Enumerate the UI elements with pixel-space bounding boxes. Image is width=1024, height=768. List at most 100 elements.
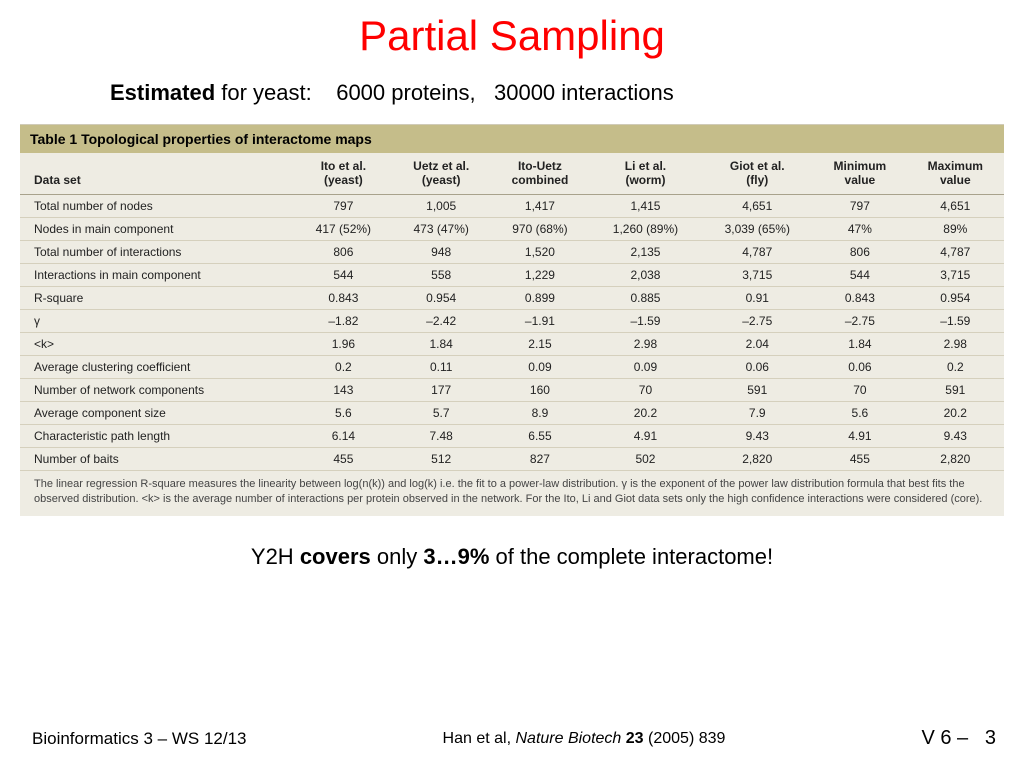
- coverage-bold2: 3…9%: [423, 544, 489, 569]
- cell: –1.59: [907, 309, 1004, 332]
- coverage-pre: Y2H: [251, 544, 300, 569]
- col-header: Ito-Uetzcombined: [490, 153, 589, 194]
- cell: 3,039 (65%): [701, 217, 813, 240]
- row-label: <k>: [20, 332, 295, 355]
- coverage-mid: only: [371, 544, 424, 569]
- cell: 0.09: [490, 355, 589, 378]
- footer: Bioinformatics 3 – WS 12/13 Han et al, N…: [32, 727, 996, 750]
- cell: 1.84: [813, 332, 906, 355]
- cell: 2,038: [590, 263, 702, 286]
- estimate-interactions: 30000 interactions: [494, 80, 674, 105]
- estimate-proteins: 6000 proteins,: [336, 80, 475, 105]
- citation-rest: (2005) 839: [644, 730, 726, 747]
- cell: 4.91: [590, 424, 702, 447]
- cell: 0.11: [392, 355, 490, 378]
- cell: 591: [907, 378, 1004, 401]
- cell: 1,415: [590, 194, 702, 217]
- cell: 4,651: [907, 194, 1004, 217]
- cell: 806: [813, 240, 906, 263]
- cell: 797: [813, 194, 906, 217]
- col-header: Giot et al.(fly): [701, 153, 813, 194]
- cell: 2.15: [490, 332, 589, 355]
- coverage-post: of the complete interactome!: [489, 544, 773, 569]
- cell: 8.9: [490, 401, 589, 424]
- cell: 970 (68%): [490, 217, 589, 240]
- cell: 1,005: [392, 194, 490, 217]
- cell: 4,651: [701, 194, 813, 217]
- row-label: Number of network components: [20, 378, 295, 401]
- cell: 0.06: [701, 355, 813, 378]
- cell: 143: [295, 378, 392, 401]
- col-header: Li et al.(worm): [590, 153, 702, 194]
- row-label: Interactions in main component: [20, 263, 295, 286]
- cell: 2,135: [590, 240, 702, 263]
- row-label: Number of baits: [20, 447, 295, 470]
- table-wrap: Table 1 Topological properties of intera…: [20, 124, 1004, 516]
- pagenum-pre: V 6 –: [921, 727, 968, 749]
- cell: –2.42: [392, 309, 490, 332]
- cell: 47%: [813, 217, 906, 240]
- col-header: Data set: [20, 153, 295, 194]
- cell: 1,520: [490, 240, 589, 263]
- col-header: Maximumvalue: [907, 153, 1004, 194]
- cell: 4,787: [907, 240, 1004, 263]
- cell: 6.14: [295, 424, 392, 447]
- cell: 4.91: [813, 424, 906, 447]
- row-label: Total number of interactions: [20, 240, 295, 263]
- cell: –2.75: [813, 309, 906, 332]
- estimate-prefix-bold: Estimated: [110, 80, 215, 105]
- table-row: Total number of interactions8069481,5202…: [20, 240, 1004, 263]
- cell: 7.9: [701, 401, 813, 424]
- table-row: <k>1.961.842.152.982.041.842.98: [20, 332, 1004, 355]
- coverage-bold1: covers: [300, 544, 371, 569]
- cell: 70: [590, 378, 702, 401]
- cell: 473 (47%): [392, 217, 490, 240]
- cell: 0.843: [813, 286, 906, 309]
- cell: 9.43: [907, 424, 1004, 447]
- cell: 1.84: [392, 332, 490, 355]
- cell: –1.82: [295, 309, 392, 332]
- cell: 1.96: [295, 332, 392, 355]
- table-row: Number of network components143177160705…: [20, 378, 1004, 401]
- table-row: Total number of nodes7971,0051,4171,4154…: [20, 194, 1004, 217]
- cell: 1,229: [490, 263, 589, 286]
- cell: 0.954: [907, 286, 1004, 309]
- cell: 591: [701, 378, 813, 401]
- table-row: Nodes in main component417 (52%)473 (47%…: [20, 217, 1004, 240]
- cell: 89%: [907, 217, 1004, 240]
- pagenum-num: 3: [985, 727, 996, 749]
- cell: 502: [590, 447, 702, 470]
- cell: 3,715: [907, 263, 1004, 286]
- citation-pre: Han et al,: [443, 730, 516, 747]
- cell: 544: [813, 263, 906, 286]
- cell: 417 (52%): [295, 217, 392, 240]
- footer-left: Bioinformatics 3 – WS 12/13: [32, 729, 246, 749]
- cell: 0.09: [590, 355, 702, 378]
- table-row: R-square0.8430.9540.8990.8850.910.8430.9…: [20, 286, 1004, 309]
- cell: 9.43: [701, 424, 813, 447]
- cell: 7.48: [392, 424, 490, 447]
- cell: 797: [295, 194, 392, 217]
- footer-citation: Han et al, Nature Biotech 23 (2005) 839: [443, 730, 726, 748]
- slide-title: Partial Sampling: [0, 0, 1024, 80]
- coverage-line: Y2H covers only 3…9% of the complete int…: [0, 516, 1024, 570]
- cell: 827: [490, 447, 589, 470]
- row-label: Average clustering coefficient: [20, 355, 295, 378]
- table-row: Interactions in main component 544 5581,22…: [20, 263, 1004, 286]
- col-header: Minimumvalue: [813, 153, 906, 194]
- interactome-table: Data setIto et al.(yeast)Uetz et al.(yea…: [20, 153, 1004, 471]
- cell: 20.2: [907, 401, 1004, 424]
- row-label: γ: [20, 309, 295, 332]
- cell: 2.98: [907, 332, 1004, 355]
- cell: 0.899: [490, 286, 589, 309]
- cell: 558: [392, 263, 490, 286]
- footer-pagenum: V 6 – 3: [921, 727, 996, 750]
- cell: 20.2: [590, 401, 702, 424]
- cell: 1,417: [490, 194, 589, 217]
- cell: 0.885: [590, 286, 702, 309]
- estimate-line: Estimated for yeast: 6000 proteins, 3000…: [0, 80, 1024, 124]
- cell: –2.75: [701, 309, 813, 332]
- cell: 0.2: [295, 355, 392, 378]
- row-label: R-square: [20, 286, 295, 309]
- cell: 177: [392, 378, 490, 401]
